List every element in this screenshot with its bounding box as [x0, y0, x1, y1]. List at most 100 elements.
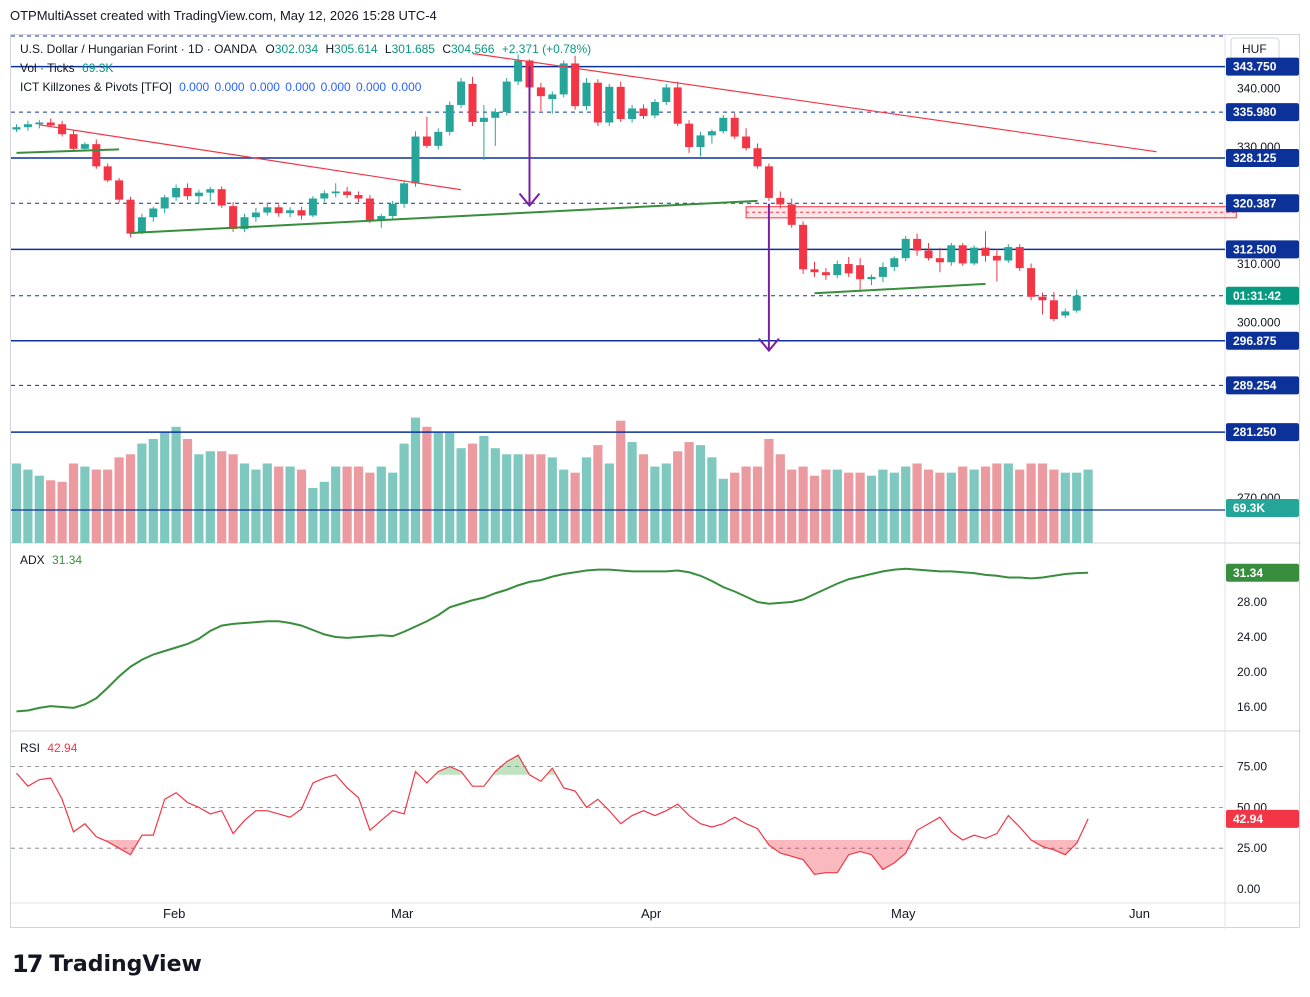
candle-body: [251, 212, 260, 218]
candle-body: [742, 136, 751, 149]
chart-frame[interactable]: Feb Mar Apr May Jun HUF 340.000 330.000 310.000 3…: [10, 34, 1301, 929]
y-tick-label: 300.000: [1237, 316, 1281, 330]
volume-bar: [445, 432, 455, 543]
volume-bar: [513, 454, 523, 543]
volume-bar: [376, 466, 386, 543]
volume-bar: [285, 466, 295, 543]
candle-body: [673, 87, 682, 124]
volume-bar: [365, 472, 375, 543]
candle-body: [844, 264, 853, 274]
volume-bar: [502, 454, 512, 543]
volume-bar: [274, 466, 284, 543]
price-level-tag: 296.875: [1226, 331, 1299, 350]
price-level-tag-text: 343.750: [1233, 60, 1277, 74]
volume-bar: [194, 454, 204, 543]
candle-body: [958, 245, 967, 264]
legend-symbol[interactable]: U.S. Dollar / Hungarian Forint · 1D · OA…: [20, 42, 257, 56]
tradingview-logo[interactable]: 17 TradingView: [12, 950, 202, 978]
rsi-tick-label: 25.00: [1237, 841, 1267, 855]
candle-body: [901, 238, 910, 259]
candle-body: [776, 197, 785, 205]
trendline-green-short-1: [16, 148, 120, 154]
candle-body: [92, 144, 101, 167]
tradingview-wordmark: TradingView: [49, 951, 202, 977]
legend-o-label: O: [265, 42, 275, 56]
candle-body: [320, 193, 329, 199]
adx-label[interactable]: ADX: [20, 553, 45, 567]
volume-bar: [536, 454, 546, 543]
price-level-tag: 343.750: [1226, 57, 1299, 76]
legend-volume-row: Vol · Ticks 69.3K: [20, 59, 591, 78]
volume-bar: [68, 463, 79, 543]
countdown-tag: 01:31:42: [1226, 286, 1299, 305]
candle-body: [935, 258, 944, 263]
volume-bar: [296, 469, 307, 543]
rsi-oversold-fill: [103, 840, 1079, 875]
candle-body: [821, 272, 830, 276]
legend-ict-value: 0.000: [214, 80, 245, 94]
price-level-tag-bg: [1226, 240, 1299, 259]
volume-tag-bg: [1226, 499, 1299, 517]
volume-bar: [650, 466, 660, 543]
volume-bar: [752, 466, 763, 543]
rsi-value-tag-text: 42.94: [1233, 812, 1263, 826]
volume-bar: [388, 472, 398, 543]
candle-body: [650, 102, 659, 116]
price-level-tag-text: 335.980: [1233, 105, 1277, 119]
volume-bar: [844, 472, 854, 543]
candle-body: [924, 250, 933, 259]
rsi-label[interactable]: RSI: [20, 741, 41, 755]
volume-bar: [251, 469, 261, 543]
x-tick-label: Jun: [1129, 906, 1150, 921]
arrow-2-head: [758, 337, 780, 353]
volume-bar: [855, 472, 865, 543]
volume-bar: [490, 448, 500, 543]
candle-body: [753, 148, 762, 167]
volume-bar: [479, 435, 489, 543]
volume-bar: [1083, 469, 1093, 543]
candle-body: [377, 216, 386, 221]
countdown-tag-text: 01:31:42: [1233, 289, 1281, 303]
volume-bar: [217, 451, 227, 543]
volume-bar: [91, 469, 101, 543]
candle-body: [833, 264, 842, 276]
candle-body: [46, 122, 55, 126]
volume-bar: [695, 445, 706, 543]
candle-body: [194, 192, 203, 197]
candle-body: [422, 136, 431, 146]
candle-body: [628, 108, 637, 119]
candle-body: [890, 258, 899, 267]
candle-body: [913, 238, 922, 251]
legend-volume-label[interactable]: Vol · Ticks: [20, 61, 75, 75]
candle-body: [502, 81, 511, 112]
volume-bar: [1049, 469, 1059, 543]
candle-body: [331, 191, 340, 194]
candle-body: [240, 217, 249, 229]
candle-body: [286, 210, 295, 214]
candle-body: [799, 224, 808, 270]
volume-bar: [730, 472, 740, 543]
volume-bar: [456, 448, 466, 543]
price-level-tag-text: 289.254: [1233, 378, 1277, 392]
volume-bar: [809, 475, 820, 543]
volume-bar: [889, 472, 899, 543]
candle-body: [468, 83, 477, 122]
legend-ict-label[interactable]: ICT Killzones & Pivots [TFO]: [20, 80, 172, 94]
candle-body: [992, 255, 1001, 261]
candle-body: [1038, 296, 1047, 301]
volume-bar: [638, 454, 649, 543]
chart-canvas[interactable]: Feb Mar Apr May JunHUF340.000330.000310.0003…: [11, 35, 1301, 929]
volume-bar: [1026, 463, 1036, 543]
chart-header: OTPMultiAsset created with TradingView.c…: [10, 8, 437, 23]
candle-body: [183, 187, 192, 197]
candle-body: [1015, 247, 1024, 269]
volume-bar: [946, 472, 956, 543]
candle-body: [616, 86, 625, 119]
legend-high: 305.614: [334, 42, 378, 56]
candle-body: [115, 180, 124, 200]
volume-bar: [787, 469, 797, 543]
adx-value-tag-bg: [1226, 563, 1299, 582]
volume-bar: [467, 443, 478, 543]
legend-volume-value: 69.3K: [82, 61, 114, 75]
candle-body: [297, 210, 306, 216]
